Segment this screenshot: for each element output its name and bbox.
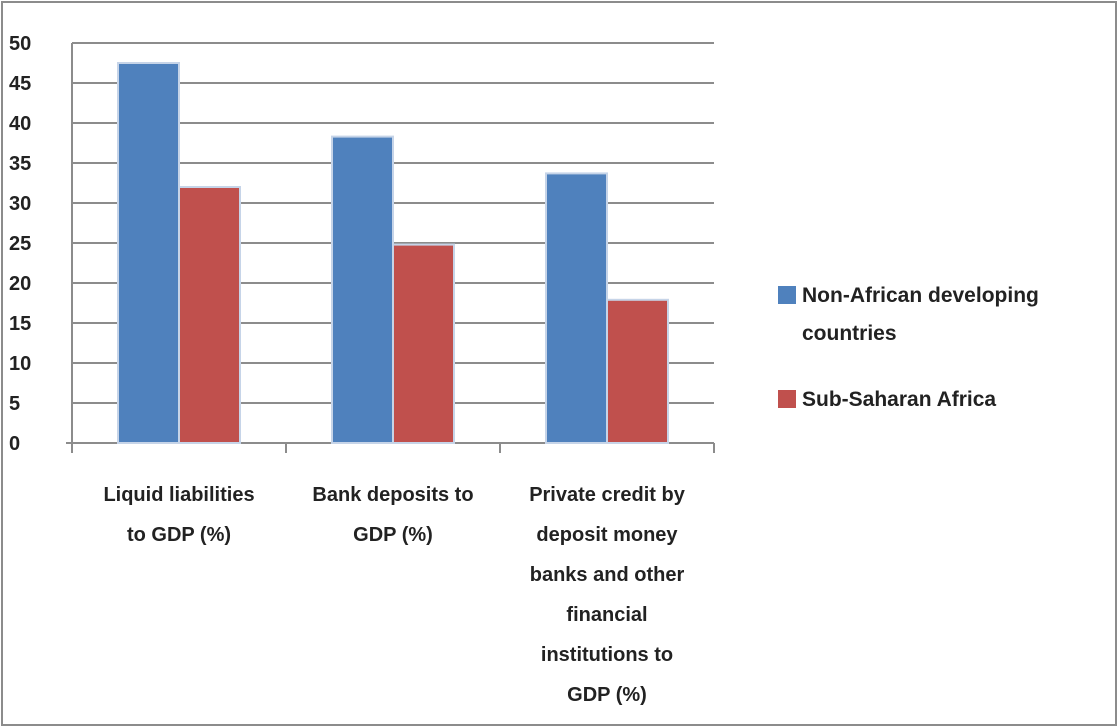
x-category-label: GDP (%) (353, 524, 433, 546)
x-category-label: to GDP (%) (127, 524, 231, 546)
x-category-label: Bank deposits to (312, 484, 473, 506)
x-category-label: deposit money (536, 524, 678, 546)
legend-label: countries (802, 322, 897, 345)
bar-sub-saharan-1 (392, 243, 455, 444)
y-tick-label: 40 (9, 113, 31, 135)
bar-non-african-0 (117, 62, 180, 444)
x-category-label: banks and other (530, 564, 685, 586)
legend-swatch (778, 390, 796, 408)
legend-swatch (778, 286, 796, 304)
x-category-label: financial (566, 604, 647, 626)
legend-label: Sub-Saharan Africa (802, 388, 996, 411)
y-tick-label: 45 (9, 73, 31, 95)
bar-sub-saharan-0 (178, 186, 241, 444)
x-category-label: Liquid liabilities (103, 484, 254, 506)
y-tick-label: 20 (9, 273, 31, 295)
x-category-label: GDP (%) (567, 684, 647, 706)
y-tick-label: 50 (9, 33, 31, 55)
x-category-label: institutions to (541, 644, 673, 666)
x-category-label: Private credit by (529, 484, 686, 506)
y-tick-label: 5 (9, 393, 20, 415)
y-tick-label: 0 (9, 433, 20, 455)
bar-sub-saharan-2 (606, 298, 669, 444)
y-tick-label: 15 (9, 313, 31, 335)
y-tick-label: 30 (9, 193, 31, 215)
legend-label: Non-African developing (802, 284, 1039, 307)
y-tick-label: 10 (9, 353, 31, 375)
y-tick-label: 35 (9, 153, 31, 175)
bar-non-african-2 (545, 172, 608, 444)
bar-non-african-1 (331, 135, 394, 444)
y-tick-label: 25 (9, 233, 31, 255)
